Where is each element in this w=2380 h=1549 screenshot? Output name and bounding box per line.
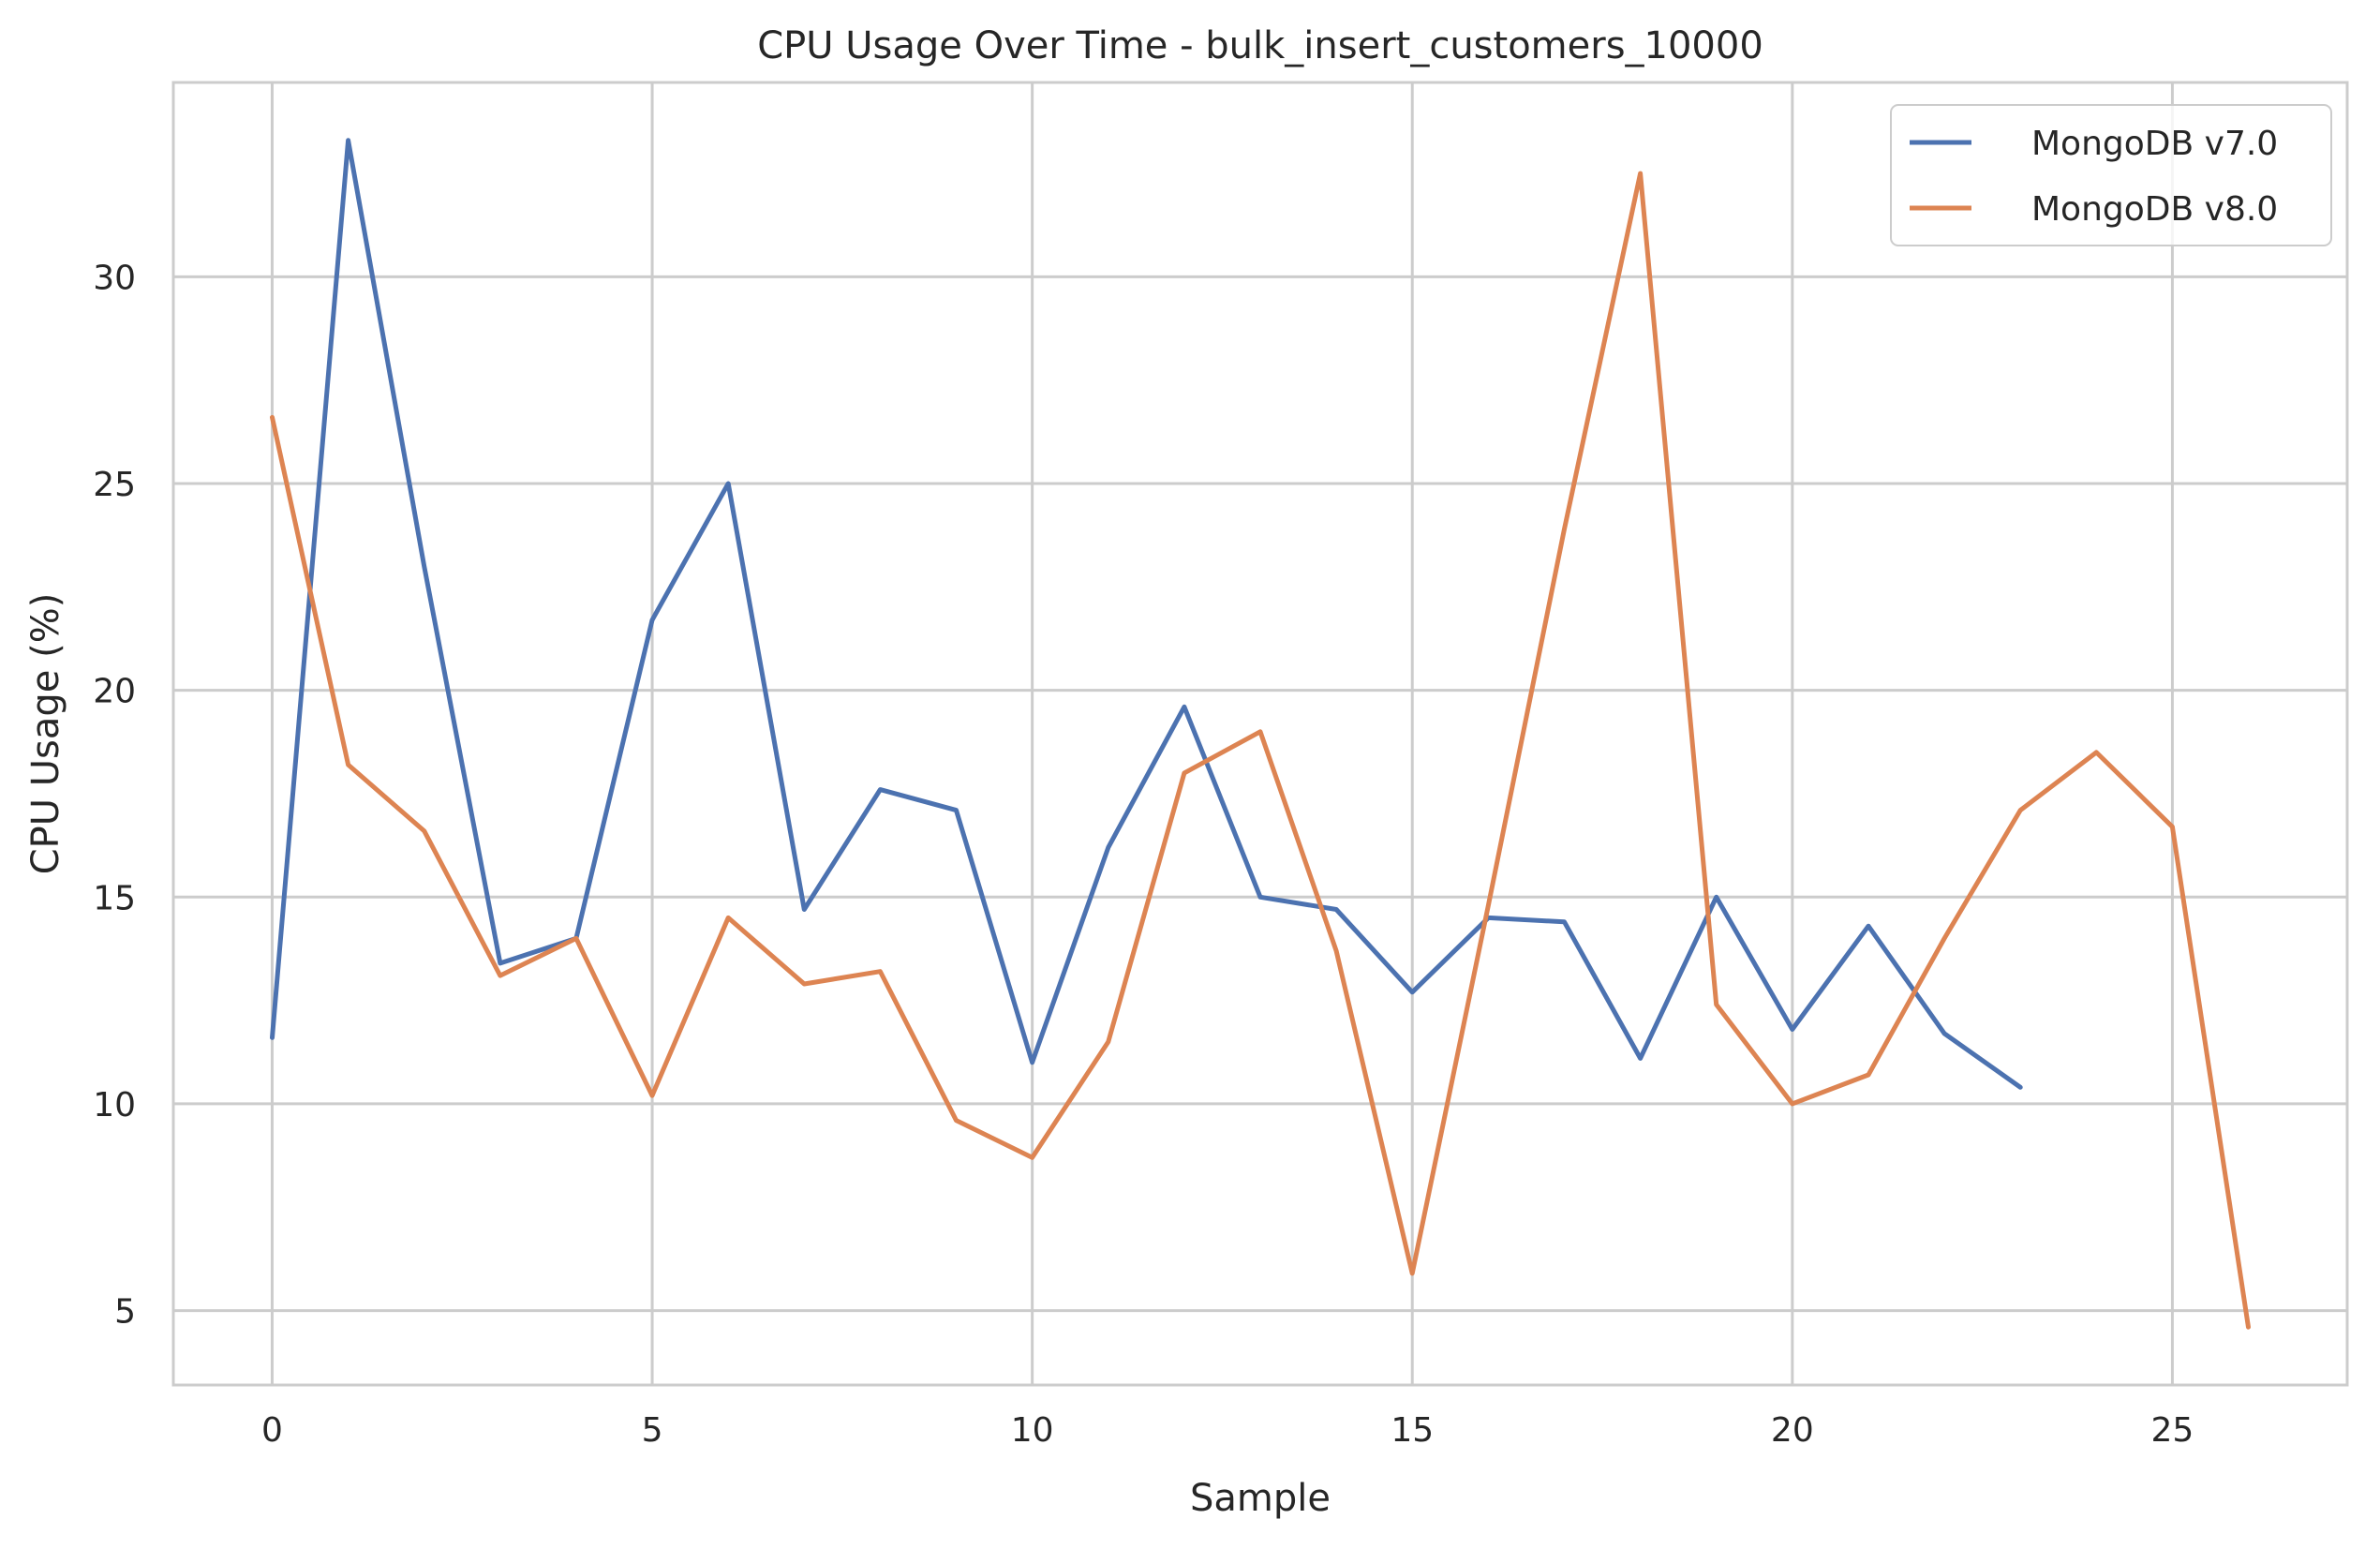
legend-label: MongoDB v8.0 (2031, 190, 2278, 229)
x-tick-label: 15 (1391, 1411, 1434, 1450)
x-tick-label: 10 (1011, 1411, 1054, 1450)
plot-frame (171, 81, 2349, 1387)
y-tick-label: 10 (93, 1086, 136, 1125)
y-tick-label: 25 (93, 466, 136, 504)
legend: MongoDB v7.0 MongoDB v8.0 (1890, 104, 2332, 246)
y-tick-label: 15 (93, 879, 136, 917)
legend-item: MongoDB v8.0 (1910, 190, 2278, 229)
y-tick-label: 20 (93, 673, 136, 711)
x-tick-label: 20 (1771, 1411, 1814, 1450)
series-line-0 (270, 138, 2023, 1090)
legend-item: MongoDB v7.0 (1910, 125, 2278, 163)
series-line-1 (270, 171, 2251, 1330)
tick-labels: 0 5 10 15 20 25 5 10 15 20 25 30 (93, 259, 2194, 1450)
legend-box (1890, 104, 2332, 246)
y-tick-label: 30 (93, 259, 136, 297)
x-tick-label: 5 (642, 1411, 663, 1450)
series-lines (270, 138, 2251, 1330)
x-tick-label: 0 (261, 1411, 283, 1450)
legend-label: MongoDB v7.0 (2031, 125, 2278, 163)
chart-title: CPU Usage Over Time - bulk_insert_custom… (757, 24, 1763, 67)
x-tick-label: 25 (2151, 1411, 2194, 1450)
x-axis-label: Sample (1190, 1477, 1331, 1520)
y-axis-label: CPU Usage (%) (24, 593, 67, 875)
y-tick-label: 5 (114, 1293, 136, 1332)
